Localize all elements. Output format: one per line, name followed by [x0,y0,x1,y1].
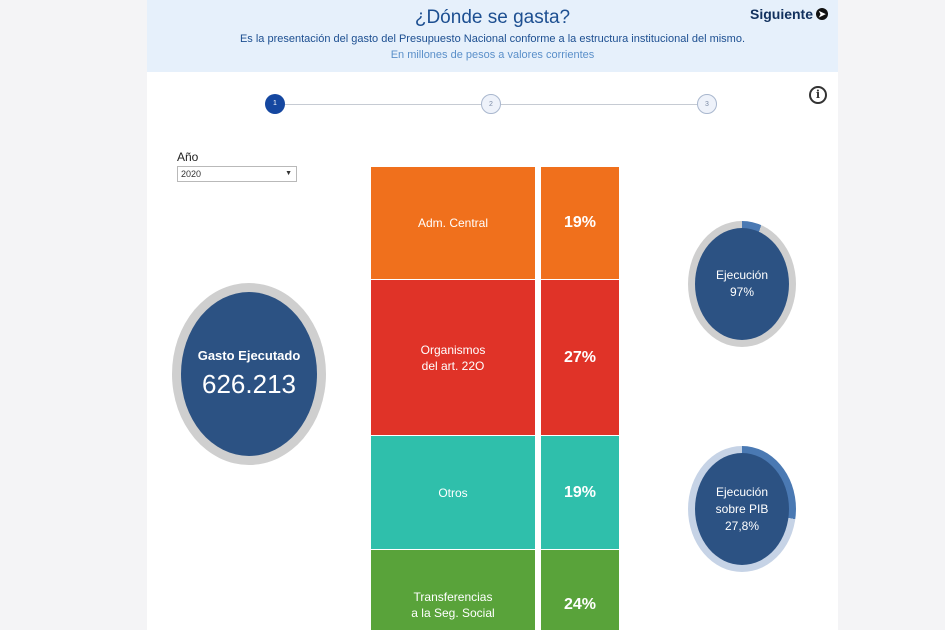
page-header: ¿Dónde se gasta? Es la presentación del … [147,0,838,72]
breakdown-bar[interactable]: Adm. Central [371,167,535,279]
year-select-value: 2020 [181,169,202,179]
breakdown-label: Organismos del art. 22O [420,342,486,373]
year-filter-label: Año [177,150,199,164]
arrow-right-circle-icon: ➤ [816,8,828,20]
execution-value: 97% [729,285,755,299]
year-select[interactable]: 2020 ▼ [177,166,297,182]
breakdown-bar[interactable]: Transferencias a la Seg. Social [371,550,535,630]
page-title: ¿Dónde se gasta? [414,7,571,28]
step-1[interactable]: 1 [265,94,285,114]
execution-gauge-inner: Ejecución 97% [695,228,789,340]
total-spend-value: 626.213 [202,369,296,399]
step-3[interactable]: 3 [697,94,717,114]
breakdown-percent: 24% [563,596,597,613]
breakdown-percent: 19% [563,483,597,501]
breakdown-label: Adm. Central [417,216,489,230]
gdp-execution-gauge: Ejecución sobre PIB 27,8% [688,446,796,572]
execution-gauge: Ejecución 97% [688,221,796,347]
info-icon[interactable]: i [809,86,827,104]
page-subtitle: Es la presentación del gasto del Presupu… [239,33,746,45]
total-spend-circle: Gasto Ejecutado 626.213 [172,283,326,465]
step-connector [501,104,697,105]
units-note: En millones de pesos a valores corriente… [390,49,595,61]
breakdown-label: Transferencias a la Seg. Social [411,590,495,620]
breakdown-label: Otros [438,485,468,500]
step-indicator: 1 2 3 [265,93,725,117]
breakdown-percent-bar[interactable]: 27% [541,280,619,435]
chevron-down-icon: ▼ [285,170,292,177]
total-spend-label: Gasto Ejecutado [197,348,301,363]
next-button-label: Siguiente [749,6,813,22]
breakdown-percent-bar[interactable]: 19% [541,436,619,549]
breakdown-bar[interactable]: Otros [371,436,535,549]
gdp-execution-label-2: sobre PIB [715,501,769,516]
breakdown-percent: 19% [563,214,597,231]
breakdown-bar[interactable]: Organismos del art. 22O [371,280,535,435]
step-connector [285,104,481,105]
main-panel: ¿Dónde se gasta? Es la presentación del … [147,0,838,630]
gdp-execution-inner: Ejecución sobre PIB 27,8% [695,453,789,565]
next-button[interactable]: Siguiente ➤ [750,6,828,22]
breakdown-percent: 27% [563,348,597,366]
breakdown-percent-bar[interactable]: 24% [541,550,619,630]
gdp-execution-value: 27,8% [724,518,760,533]
execution-label: Ejecución [715,268,769,282]
total-spend-inner: Gasto Ejecutado 626.213 [181,292,317,456]
breakdown-percent-bar[interactable]: 19% [541,167,619,279]
step-2[interactable]: 2 [481,94,501,114]
gdp-execution-label-1: Ejecución [715,484,769,499]
